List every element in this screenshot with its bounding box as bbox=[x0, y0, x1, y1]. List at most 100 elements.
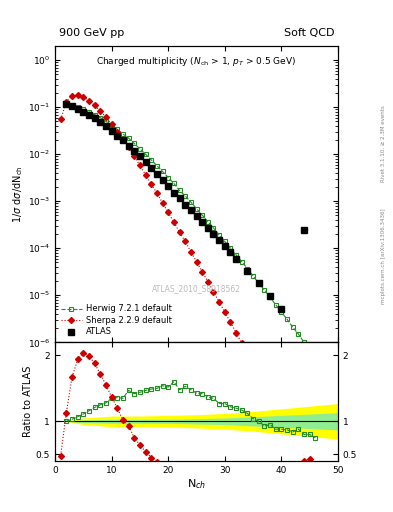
Herwig 7.2.1 default bbox=[285, 316, 289, 322]
Sherpa 2.2.9 default bbox=[222, 309, 227, 315]
ATLAS bbox=[194, 213, 199, 219]
Sherpa 2.2.9 default bbox=[228, 319, 233, 326]
Herwig 7.2.1 default bbox=[98, 115, 103, 121]
ATLAS bbox=[228, 249, 233, 255]
Text: Rivet 3.1.10, ≥ 2.3M events: Rivet 3.1.10, ≥ 2.3M events bbox=[381, 105, 386, 182]
Text: ATLAS_2010_S8918562: ATLAS_2010_S8918562 bbox=[152, 285, 241, 293]
Herwig 7.2.1 default bbox=[245, 266, 250, 272]
Herwig 7.2.1 default bbox=[228, 245, 233, 251]
Sherpa 2.2.9 default bbox=[75, 92, 80, 98]
ATLAS bbox=[109, 128, 114, 134]
ATLAS bbox=[279, 306, 284, 312]
Line: Sherpa 2.2.9 default: Sherpa 2.2.9 default bbox=[59, 93, 318, 483]
Sherpa 2.2.9 default bbox=[171, 219, 176, 225]
Text: Charged multiplicity ($N_\mathrm{ch}$ > 1, $p_T$ > 0.5 GeV): Charged multiplicity ($N_\mathrm{ch}$ > … bbox=[96, 55, 297, 68]
Sherpa 2.2.9 default bbox=[98, 108, 103, 114]
Herwig 7.2.1 default bbox=[274, 302, 278, 308]
ATLAS bbox=[98, 119, 103, 125]
Herwig 7.2.1 default bbox=[189, 199, 193, 205]
Sherpa 2.2.9 default bbox=[81, 94, 86, 100]
Herwig 7.2.1 default bbox=[279, 309, 284, 315]
ATLAS bbox=[166, 183, 171, 189]
Sherpa 2.2.9 default bbox=[211, 288, 216, 294]
Herwig 7.2.1 default bbox=[268, 294, 272, 301]
ATLAS bbox=[256, 280, 261, 286]
ATLAS bbox=[177, 196, 182, 202]
Sherpa 2.2.9 default bbox=[302, 457, 307, 463]
Herwig 7.2.1 default bbox=[307, 347, 312, 353]
Sherpa 2.2.9 default bbox=[143, 172, 148, 178]
Sherpa 2.2.9 default bbox=[92, 102, 97, 109]
Y-axis label: Ratio to ATLAS: Ratio to ATLAS bbox=[23, 366, 33, 437]
ATLAS bbox=[138, 153, 142, 159]
Herwig 7.2.1 default bbox=[222, 239, 227, 245]
Text: Soft QCD: Soft QCD bbox=[284, 28, 334, 38]
Herwig 7.2.1 default bbox=[64, 101, 69, 108]
Sherpa 2.2.9 default bbox=[58, 116, 63, 122]
Sherpa 2.2.9 default bbox=[239, 340, 244, 347]
Herwig 7.2.1 default bbox=[211, 225, 216, 231]
Sherpa 2.2.9 default bbox=[262, 381, 267, 388]
Sherpa 2.2.9 default bbox=[296, 445, 301, 452]
Herwig 7.2.1 default bbox=[121, 131, 125, 137]
Herwig 7.2.1 default bbox=[262, 287, 267, 293]
Sherpa 2.2.9 default bbox=[200, 268, 204, 274]
ATLAS bbox=[81, 109, 86, 115]
Sherpa 2.2.9 default bbox=[251, 360, 255, 367]
ATLAS bbox=[171, 190, 176, 196]
Herwig 7.2.1 default bbox=[302, 339, 307, 346]
ATLAS bbox=[183, 202, 187, 208]
Sherpa 2.2.9 default bbox=[206, 279, 210, 285]
Sherpa 2.2.9 default bbox=[177, 229, 182, 235]
ATLAS bbox=[268, 293, 272, 300]
ATLAS bbox=[121, 137, 125, 143]
ATLAS bbox=[86, 112, 91, 118]
ATLAS bbox=[104, 123, 108, 130]
Text: mcplots.cern.ch [arXiv:1306.3436]: mcplots.cern.ch [arXiv:1306.3436] bbox=[381, 208, 386, 304]
Sherpa 2.2.9 default bbox=[183, 239, 187, 245]
Herwig 7.2.1 default bbox=[160, 168, 165, 175]
Herwig 7.2.1 default bbox=[296, 331, 301, 337]
Herwig 7.2.1 default bbox=[251, 273, 255, 279]
ATLAS bbox=[234, 255, 239, 262]
ATLAS bbox=[245, 268, 250, 274]
ATLAS bbox=[217, 237, 222, 243]
Herwig 7.2.1 default bbox=[75, 104, 80, 111]
Sherpa 2.2.9 default bbox=[290, 435, 295, 441]
Sherpa 2.2.9 default bbox=[313, 478, 318, 484]
Sherpa 2.2.9 default bbox=[274, 403, 278, 409]
Sherpa 2.2.9 default bbox=[154, 190, 159, 196]
ATLAS bbox=[222, 243, 227, 249]
Sherpa 2.2.9 default bbox=[160, 200, 165, 206]
Herwig 7.2.1 default bbox=[92, 112, 97, 118]
Herwig 7.2.1 default bbox=[234, 252, 239, 258]
ATLAS bbox=[149, 165, 154, 171]
Sherpa 2.2.9 default bbox=[86, 98, 91, 104]
Herwig 7.2.1 default bbox=[115, 126, 119, 132]
Sherpa 2.2.9 default bbox=[166, 209, 171, 216]
X-axis label: N$_{ch}$: N$_{ch}$ bbox=[187, 477, 206, 491]
Herwig 7.2.1 default bbox=[126, 135, 131, 141]
Sherpa 2.2.9 default bbox=[268, 392, 272, 398]
ATLAS bbox=[64, 101, 69, 108]
Herwig 7.2.1 default bbox=[177, 187, 182, 194]
Herwig 7.2.1 default bbox=[171, 180, 176, 186]
Sherpa 2.2.9 default bbox=[194, 259, 199, 265]
Sherpa 2.2.9 default bbox=[115, 129, 119, 135]
ATLAS bbox=[126, 143, 131, 149]
Herwig 7.2.1 default bbox=[183, 193, 187, 199]
Herwig 7.2.1 default bbox=[154, 163, 159, 169]
Herwig 7.2.1 default bbox=[149, 157, 154, 163]
ATLAS bbox=[206, 225, 210, 231]
Sherpa 2.2.9 default bbox=[256, 371, 261, 377]
Herwig 7.2.1 default bbox=[143, 151, 148, 157]
Herwig 7.2.1 default bbox=[86, 109, 91, 115]
Herwig 7.2.1 default bbox=[217, 232, 222, 238]
ATLAS bbox=[132, 147, 137, 154]
Herwig 7.2.1 default bbox=[138, 146, 142, 152]
ATLAS bbox=[200, 219, 204, 225]
Sherpa 2.2.9 default bbox=[138, 162, 142, 168]
Sherpa 2.2.9 default bbox=[121, 137, 125, 143]
Herwig 7.2.1 default bbox=[239, 259, 244, 265]
ATLAS bbox=[160, 177, 165, 183]
